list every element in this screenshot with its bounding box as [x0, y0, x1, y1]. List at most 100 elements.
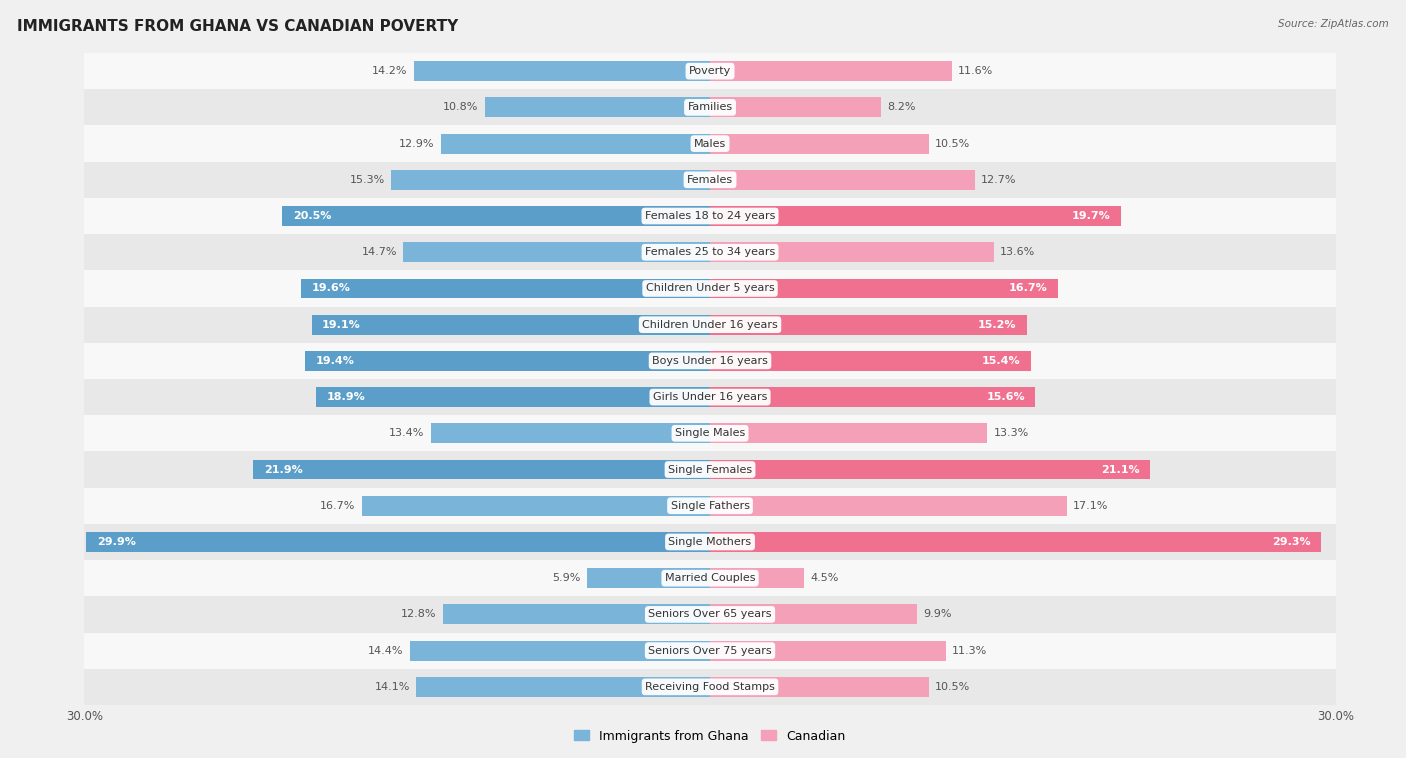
Text: 10.8%: 10.8% — [443, 102, 478, 112]
Bar — [84, 597, 1336, 632]
Text: 12.9%: 12.9% — [399, 139, 434, 149]
Text: Source: ZipAtlas.com: Source: ZipAtlas.com — [1278, 19, 1389, 29]
Text: Males: Males — [695, 139, 725, 149]
Bar — [84, 53, 1336, 89]
Bar — [84, 379, 1336, 415]
Bar — [253, 459, 710, 480]
Bar — [84, 343, 1336, 379]
Bar — [84, 271, 1336, 306]
Text: Seniors Over 75 years: Seniors Over 75 years — [648, 646, 772, 656]
Text: 8.2%: 8.2% — [887, 102, 915, 112]
Text: Boys Under 16 years: Boys Under 16 years — [652, 356, 768, 366]
Bar — [710, 133, 929, 154]
Text: 18.9%: 18.9% — [326, 392, 366, 402]
Bar — [84, 306, 1336, 343]
Text: Married Couples: Married Couples — [665, 573, 755, 583]
Text: Children Under 5 years: Children Under 5 years — [645, 283, 775, 293]
Text: Families: Families — [688, 102, 733, 112]
Text: 29.3%: 29.3% — [1272, 537, 1310, 547]
Text: Children Under 16 years: Children Under 16 years — [643, 320, 778, 330]
Bar — [84, 126, 1336, 161]
Bar — [413, 61, 710, 81]
Text: 21.9%: 21.9% — [264, 465, 302, 475]
Text: 13.3%: 13.3% — [994, 428, 1029, 438]
Text: 11.6%: 11.6% — [959, 66, 994, 76]
Bar — [283, 206, 710, 226]
Bar — [84, 560, 1336, 597]
Bar — [710, 532, 1322, 552]
Legend: Immigrants from Ghana, Canadian: Immigrants from Ghana, Canadian — [569, 725, 851, 747]
Text: Single Males: Single Males — [675, 428, 745, 438]
Text: 10.5%: 10.5% — [935, 682, 970, 692]
Bar — [84, 669, 1336, 705]
Text: 19.4%: 19.4% — [316, 356, 354, 366]
Text: Poverty: Poverty — [689, 66, 731, 76]
Bar — [710, 243, 994, 262]
Bar — [710, 604, 917, 625]
Text: 21.1%: 21.1% — [1101, 465, 1140, 475]
Bar — [430, 424, 710, 443]
Bar — [84, 415, 1336, 452]
Text: 14.2%: 14.2% — [373, 66, 408, 76]
Bar — [84, 198, 1336, 234]
Text: Females: Females — [688, 175, 733, 185]
Text: Single Fathers: Single Fathers — [671, 501, 749, 511]
Bar — [710, 278, 1059, 299]
Bar — [316, 387, 710, 407]
Bar — [409, 641, 710, 660]
Bar — [710, 496, 1067, 515]
Text: 15.2%: 15.2% — [979, 320, 1017, 330]
Bar — [391, 170, 710, 190]
Text: IMMIGRANTS FROM GHANA VS CANADIAN POVERTY: IMMIGRANTS FROM GHANA VS CANADIAN POVERT… — [17, 19, 458, 34]
Text: 16.7%: 16.7% — [321, 501, 356, 511]
Bar — [710, 459, 1150, 480]
Text: 4.5%: 4.5% — [810, 573, 838, 583]
Bar — [84, 161, 1336, 198]
Bar — [84, 89, 1336, 126]
Text: 20.5%: 20.5% — [292, 211, 332, 221]
Text: 19.1%: 19.1% — [322, 320, 361, 330]
Bar — [84, 452, 1336, 487]
Text: 14.7%: 14.7% — [361, 247, 398, 257]
Text: 12.8%: 12.8% — [401, 609, 437, 619]
Bar — [710, 641, 946, 660]
Bar — [441, 133, 710, 154]
Text: 14.4%: 14.4% — [368, 646, 404, 656]
Text: 19.7%: 19.7% — [1071, 211, 1111, 221]
Text: 10.5%: 10.5% — [935, 139, 970, 149]
Text: 19.6%: 19.6% — [312, 283, 350, 293]
Text: Girls Under 16 years: Girls Under 16 years — [652, 392, 768, 402]
Text: Females 25 to 34 years: Females 25 to 34 years — [645, 247, 775, 257]
Text: 16.7%: 16.7% — [1010, 283, 1047, 293]
Bar — [586, 568, 710, 588]
Bar — [84, 487, 1336, 524]
Bar — [301, 278, 710, 299]
Bar — [84, 234, 1336, 271]
Text: 15.6%: 15.6% — [987, 392, 1025, 402]
Text: 5.9%: 5.9% — [553, 573, 581, 583]
Bar — [710, 170, 974, 190]
Text: 13.6%: 13.6% — [1000, 247, 1035, 257]
Bar — [84, 524, 1336, 560]
Bar — [710, 61, 952, 81]
Text: 11.3%: 11.3% — [952, 646, 987, 656]
Text: Females 18 to 24 years: Females 18 to 24 years — [645, 211, 775, 221]
Text: 17.1%: 17.1% — [1073, 501, 1108, 511]
Bar — [710, 351, 1031, 371]
Text: 29.9%: 29.9% — [97, 537, 136, 547]
Bar — [710, 677, 929, 697]
Bar — [485, 98, 710, 117]
Text: 14.1%: 14.1% — [374, 682, 409, 692]
Text: Single Mothers: Single Mothers — [668, 537, 752, 547]
Bar — [710, 98, 882, 117]
Bar — [710, 387, 1035, 407]
Bar — [416, 677, 710, 697]
Text: Receiving Food Stamps: Receiving Food Stamps — [645, 682, 775, 692]
Bar — [404, 243, 710, 262]
Bar — [312, 315, 710, 334]
Text: Seniors Over 65 years: Seniors Over 65 years — [648, 609, 772, 619]
Text: 12.7%: 12.7% — [981, 175, 1017, 185]
Text: Single Females: Single Females — [668, 465, 752, 475]
Bar — [361, 496, 710, 515]
Bar — [443, 604, 710, 625]
